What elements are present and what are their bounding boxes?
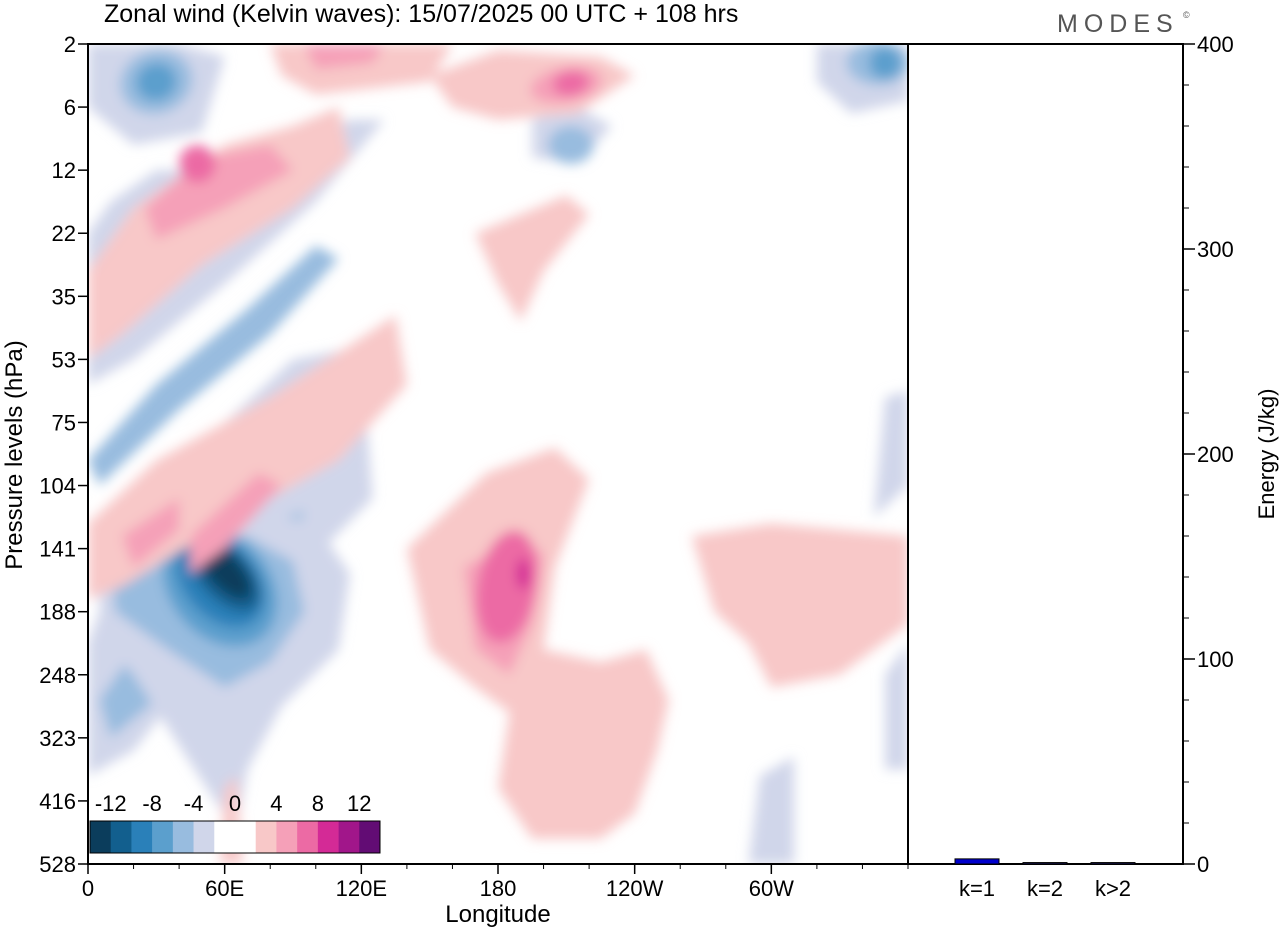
y-tick-label: 104 (39, 474, 76, 499)
wind-contour (304, 44, 385, 70)
wind-contour (885, 643, 908, 770)
colorbar-label: -4 (184, 791, 204, 816)
y-tick-label: 22 (52, 221, 76, 246)
colorbar-label: 0 (229, 791, 241, 816)
x-tick-label: 120E (336, 876, 387, 901)
y-tick-label: 528 (39, 852, 76, 877)
colorbar: -12 -8 -4 0 4 8 12 (89, 791, 381, 854)
colorbar-label: 12 (347, 791, 371, 816)
y-tick-label: 323 (39, 726, 76, 751)
wind-contour (548, 126, 594, 164)
energy-bar (1022, 862, 1068, 865)
energy-panel-frame (907, 43, 1184, 865)
contour-field (88, 44, 908, 864)
wind-contour (475, 195, 590, 322)
colorbar-label: 8 (312, 791, 324, 816)
energy-tick-label: 100 (1197, 647, 1234, 672)
colorbar-swatch (152, 821, 174, 853)
colorbar-label: -8 (142, 791, 162, 816)
colorbar-swatch (193, 821, 215, 853)
colorbar-swatch (276, 821, 298, 853)
energy-tick-label: 0 (1197, 852, 1209, 877)
brand-logo: MODES (1057, 10, 1179, 38)
y-tick-label: 35 (52, 284, 76, 309)
colorbar-swatch (172, 821, 194, 853)
colorbar-swatch (90, 821, 112, 853)
x-tick-label: 180 (480, 876, 517, 901)
x-tick-label: 120W (606, 876, 664, 901)
x-tick-label: 60E (205, 876, 244, 901)
x-tick-label: 60W (749, 876, 794, 901)
y-axis-title: Pressure levels (hPa) (1, 340, 28, 569)
brand-mark: © (1183, 10, 1190, 20)
colorbar-swatch (338, 821, 360, 853)
bar-category-label: k=2 (1027, 876, 1063, 901)
wind-contour (552, 70, 589, 96)
wind-contour (190, 472, 282, 574)
wind-contour (869, 47, 902, 79)
colorbar-swatch (359, 821, 381, 853)
colorbar-swatch (110, 821, 132, 853)
energy-tick-label: 300 (1197, 237, 1234, 262)
colorbar-swatch (131, 821, 153, 853)
colorbar-swatch (214, 821, 236, 853)
y-tick-label: 188 (39, 600, 76, 625)
colorbar-label: 4 (270, 791, 282, 816)
colorbar-label: -12 (95, 791, 127, 816)
energy-tick-label: 200 (1197, 442, 1234, 467)
energy-tick-label: 400 (1197, 32, 1234, 57)
y-tick-label: 6 (64, 95, 76, 120)
y-tick-label: 416 (39, 789, 76, 814)
x-axis-title: Longitude (445, 901, 550, 928)
y-tick-label: 2 (64, 32, 76, 57)
wind-contour (516, 558, 530, 590)
wind-contour (122, 498, 180, 568)
wind-contour (873, 390, 908, 518)
energy-axis-title: Energy (J/kg) (1254, 389, 1279, 520)
wind-contour (566, 687, 624, 801)
chart-title: Zonal wind (Kelvin waves): 15/07/2025 00… (104, 0, 738, 28)
bar-category-label: k>2 (1095, 876, 1131, 901)
y-tick-label: 75 (52, 410, 76, 435)
y-tick-label: 141 (39, 537, 76, 562)
colorbar-swatch (297, 821, 319, 853)
wind-contour (179, 144, 216, 183)
colorbar-frame (89, 820, 381, 854)
wind-contour (748, 756, 795, 864)
wind-contour (135, 62, 177, 101)
wind-contour (88, 245, 339, 486)
x-tick-label: 0 (82, 876, 94, 901)
energy-bar (1090, 862, 1136, 865)
wind-contour (144, 144, 293, 240)
y-tick-label: 12 (52, 158, 76, 183)
colorbar-swatch (317, 821, 339, 853)
colorbar-swatch (235, 821, 257, 853)
wind-contour (691, 523, 908, 688)
colorbar-swatch (255, 821, 277, 853)
y-tick-label: 248 (39, 663, 76, 688)
y-tick-label: 53 (52, 347, 76, 372)
energy-bar (954, 858, 1000, 865)
bar-category-label: k=1 (959, 876, 995, 901)
